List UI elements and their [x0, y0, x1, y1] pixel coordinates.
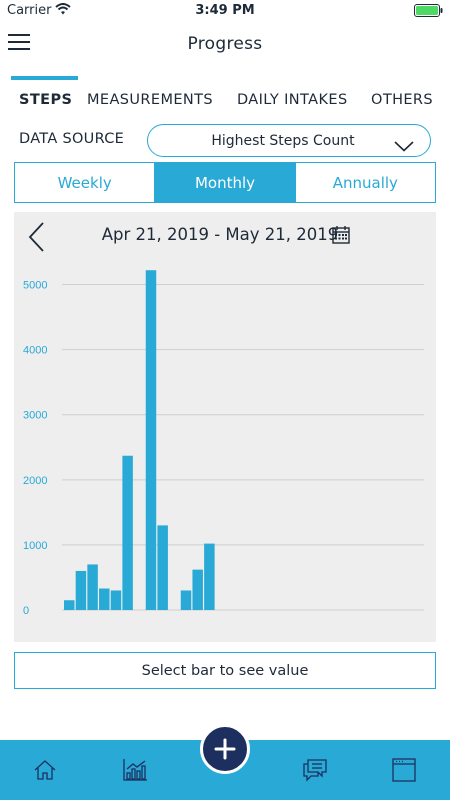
- tab-steps[interactable]: STEPS: [19, 92, 73, 108]
- add-icon: [214, 738, 236, 760]
- wifi-icon: [55, 3, 71, 19]
- period-monthly[interactable]: Monthly: [155, 163, 296, 202]
- chart-bar-8[interactable]: [145, 270, 157, 610]
- calendar-icon[interactable]: [332, 225, 350, 248]
- chart-bar-11[interactable]: [180, 590, 192, 610]
- data-source-value: Highest Steps Count: [211, 133, 355, 149]
- carrier-label: Carrier: [7, 3, 52, 18]
- browser-icon[interactable]: [392, 758, 416, 786]
- data-source-label: DATA SOURCE: [19, 131, 125, 147]
- tab-others[interactable]: OTHERS: [371, 92, 434, 108]
- chart-bar-13[interactable]: [204, 543, 215, 610]
- battery-icon: [414, 4, 444, 21]
- date-range: Apr 21, 2019 - May 21, 2019: [101, 225, 339, 244]
- period-annually[interactable]: Annually: [332, 173, 398, 192]
- selected-bar-value: Select bar to see value: [14, 652, 436, 689]
- y-tick-label: 3000: [23, 410, 47, 422]
- nav-bar: Progress: [0, 22, 450, 66]
- page-title: Progress: [187, 34, 263, 54]
- y-tick-label: 5000: [23, 280, 47, 292]
- data-source-row: DATA SOURCE Highest Steps Count: [0, 124, 450, 158]
- y-tick-label: 1000: [23, 540, 47, 552]
- menu-icon[interactable]: [8, 34, 32, 54]
- chart-bar-2[interactable]: [75, 570, 87, 610]
- add-button[interactable]: [200, 724, 250, 774]
- tab-measurements[interactable]: MEASUREMENTS: [87, 92, 214, 108]
- active-tab-indicator: [11, 76, 78, 80]
- chart-bar-4[interactable]: [99, 588, 110, 610]
- chevron-left-icon[interactable]: [26, 221, 52, 253]
- chart-bar-5[interactable]: [110, 590, 122, 610]
- period-weekly[interactable]: Weekly: [15, 163, 156, 202]
- chart-bar-6[interactable]: [122, 455, 133, 610]
- chat-icon[interactable]: [302, 758, 328, 786]
- status-bar: Carrier 3:49 PM: [0, 0, 450, 22]
- period-segmented-control: Weekly Monthly Annually: [14, 162, 436, 203]
- data-source-dropdown[interactable]: Highest Steps Count: [147, 124, 431, 157]
- tab-daily-intakes[interactable]: DAILY INTAKES: [237, 92, 348, 108]
- home-icon[interactable]: [33, 758, 57, 786]
- chart-bar-1[interactable]: [64, 600, 75, 610]
- stats-icon[interactable]: [122, 758, 148, 786]
- status-time: 3:49 PM: [195, 3, 255, 18]
- chart-card: Apr 21, 2019 - May 21, 2019 0 1000 2000 300…: [14, 212, 436, 642]
- steps-bar-chart: 0 1000 2000 3000 4000 5000: [23, 270, 424, 617]
- chevron-down-icon: [394, 137, 414, 156]
- chart-bar-3[interactable]: [87, 564, 98, 610]
- y-tick-label: 4000: [23, 345, 47, 357]
- category-tabs: STEPS MEASUREMENTS DAILY INTAKES OTHERS: [0, 92, 450, 114]
- y-tick-label: 2000: [23, 475, 47, 487]
- chart-bar-12[interactable]: [192, 569, 203, 610]
- chart-bar-9[interactable]: [157, 525, 168, 610]
- y-tick-label: 0: [23, 605, 29, 617]
